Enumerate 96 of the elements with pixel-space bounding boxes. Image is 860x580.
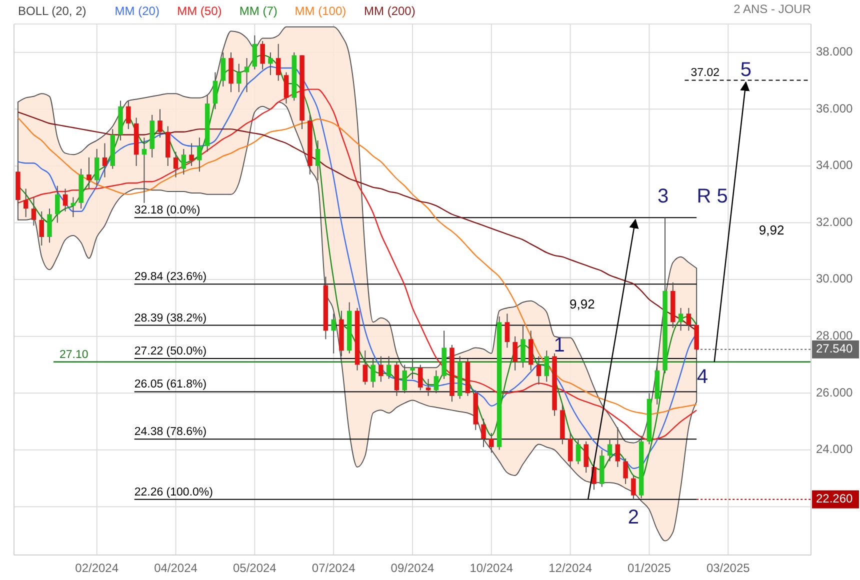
ref-line-label: 22.260: [816, 492, 854, 506]
text: MM (7): [239, 4, 278, 18]
text: MM (200): [364, 4, 416, 18]
candlestick: [23, 188, 28, 218]
candlestick: [378, 356, 384, 382]
candlestick: [197, 137, 202, 172]
candlestick: [623, 458, 628, 485]
candlestick: [410, 358, 415, 380]
ref-line-label: 22.26 (100.0%): [134, 486, 214, 498]
x-tick-label: 07/2024: [312, 561, 356, 575]
ref-line-label: 37.02: [690, 67, 720, 80]
candlestick: [268, 52, 273, 76]
x-tick-label: 05/2024: [232, 561, 277, 575]
candlestick: [212, 72, 218, 110]
candlestick: [686, 307, 692, 332]
ref-line-label: 26.05 (61.8%): [134, 378, 207, 391]
candlestick: [315, 140, 320, 181]
ref-line-label: 27.22 (50.0%): [134, 346, 207, 358]
text: MM (100): [294, 4, 346, 18]
legend-title: BOLL (20, 2): [18, 4, 86, 18]
candlestick: [615, 426, 620, 468]
candlestick: [418, 364, 423, 391]
candlestick: [678, 307, 684, 332]
annotation: 1: [554, 334, 565, 357]
candlestick: [276, 43, 281, 82]
candlestick: [489, 432, 494, 454]
candlestick: [284, 72, 289, 104]
candlestick: [252, 34, 258, 70]
candlestick: [126, 100, 131, 130]
candlestick: [181, 148, 186, 175]
x-tick-label: 04/2024: [154, 561, 198, 575]
y-tick-label: 28.000: [816, 328, 854, 343]
y-tick-label: 36.000: [816, 101, 854, 116]
x-tick-label: 02/2024: [75, 561, 119, 575]
text: MM (20): [114, 4, 160, 18]
candlestick: [260, 40, 265, 70]
candlestick: [481, 418, 486, 448]
candlestick: [173, 151, 178, 178]
annotation: 3: [657, 185, 669, 208]
annotation: R 5: [696, 185, 728, 208]
x-tick-label: 03/2025: [706, 561, 750, 575]
chart-subtitle: 2 ANS - JOUR: [734, 2, 812, 16]
x-tick-label: 09/2024: [390, 561, 435, 575]
ref-line-label: 28.39 (38.2%): [134, 312, 207, 324]
ref-line-label: 29.84 (23.6%): [134, 271, 207, 284]
candlestick: [158, 108, 162, 138]
ref-line-label: 27.540: [816, 342, 854, 356]
candlestick: [39, 210, 44, 246]
candlestick: [47, 208, 52, 244]
candlestick: [86, 156, 92, 190]
ref-line-label: 24.38 (78.6%): [134, 426, 207, 438]
candlestick: [504, 313, 510, 348]
candlestick: [568, 432, 573, 468]
candlestick: [94, 148, 100, 186]
candlestick: [244, 58, 250, 93]
candlestick: [142, 137, 147, 204]
candlestick: [55, 185, 60, 224]
candlestick: [220, 52, 226, 87]
candlestick: [189, 142, 194, 166]
candlestick: [536, 356, 542, 386]
candlestick: [236, 63, 242, 93]
candlestick: [520, 324, 526, 368]
x-tick-label: 10/2024: [470, 561, 514, 575]
annotation: 9,92: [570, 296, 595, 312]
candlestick: [631, 474, 636, 500]
ref-line-label: 32.18 (0.0%): [134, 204, 200, 217]
candlestick: [62, 188, 68, 212]
x-tick-label: 01/2025: [628, 561, 672, 575]
candlestick: [102, 142, 108, 178]
candlestick: [576, 438, 581, 465]
candlestick: [584, 440, 588, 474]
y-tick-label: 34.000: [816, 158, 854, 172]
x-tick-label: 12/2024: [548, 561, 592, 575]
candlestick: [370, 358, 376, 388]
y-tick-label: 26.000: [816, 385, 854, 400]
annotation: 4: [696, 366, 708, 388]
candlestick: [512, 336, 518, 371]
annotation: 2: [628, 506, 640, 528]
candlestick: [331, 313, 336, 354]
candlestick: [402, 364, 407, 394]
candlestick: [544, 350, 550, 382]
candlestick: [386, 356, 392, 380]
candlestick: [434, 370, 439, 394]
y-tick-label: 38.000: [816, 44, 854, 59]
candlestick: [362, 350, 368, 386]
candlestick: [426, 378, 431, 396]
text: MM (50): [177, 4, 222, 18]
candlestick: [607, 438, 612, 462]
ref-line-label: 27.10: [59, 348, 88, 361]
y-tick-label: 24.000: [816, 442, 854, 456]
y-tick-label: 30.000: [816, 272, 854, 286]
y-tick-label: 32.000: [816, 214, 854, 229]
line-series: [17, 117, 698, 416]
annotation: 9,92: [758, 222, 784, 238]
candlestick: [31, 196, 36, 226]
annotation: 5: [740, 59, 752, 82]
